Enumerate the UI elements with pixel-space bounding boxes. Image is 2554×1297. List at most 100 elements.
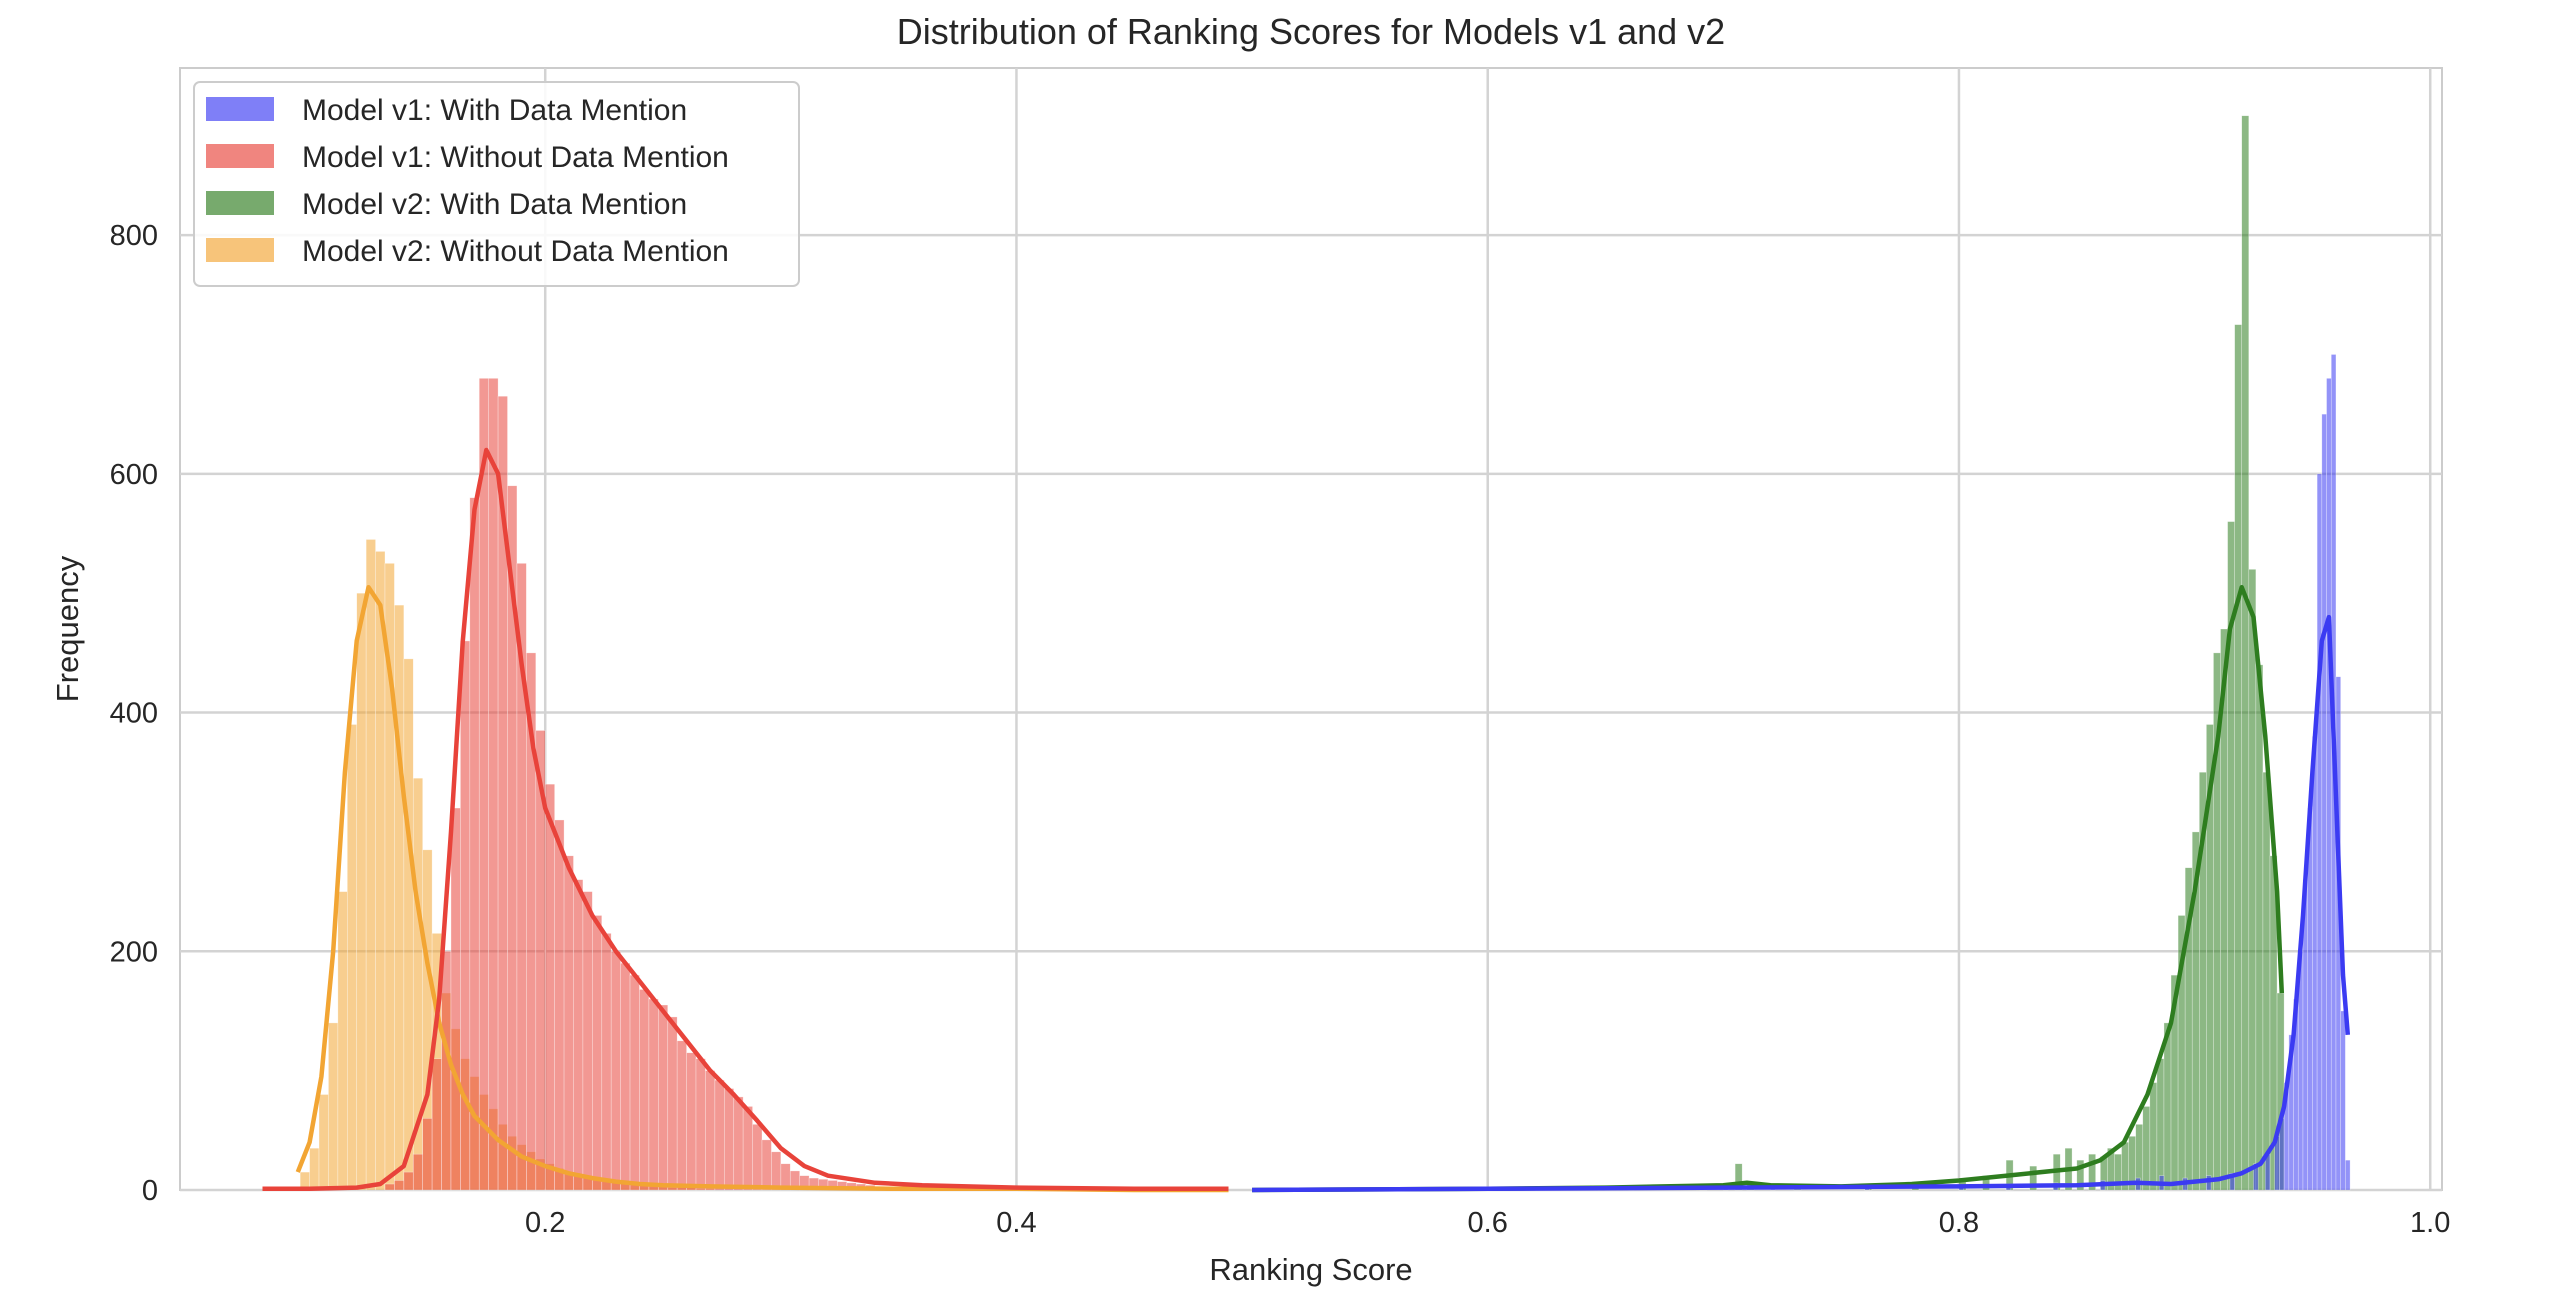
histogram-bar: [2312, 736, 2318, 1191]
histogram-bar: [450, 807, 461, 1191]
legend-label: Model v2: With Data Mention: [302, 188, 687, 221]
x-axis-label: Ranking Score: [1209, 1252, 1412, 1287]
histogram-bar: [771, 1151, 782, 1191]
histogram-bar: [592, 915, 603, 1191]
histogram-bar: [2076, 1159, 2085, 1191]
y-tick-label: 400: [110, 698, 158, 730]
histogram-bar: [686, 1052, 697, 1191]
histogram-bar: [2156, 1058, 2165, 1191]
histogram-bar: [676, 1040, 687, 1191]
histogram-bar: [328, 1022, 339, 1191]
histogram-bar: [318, 1094, 329, 1191]
chart-title: Distribution of Ranking Scores for Model…: [897, 11, 1725, 52]
histogram-bar: [563, 855, 574, 1191]
legend-label: Model v1: Without Data Mention: [302, 141, 729, 174]
x-tick-label: 0.6: [1468, 1207, 1508, 1239]
legend: Model v1: With Data Mention Model v1: Wi…: [193, 81, 800, 287]
histogram-bar: [384, 1183, 395, 1191]
histogram-bar: [441, 950, 452, 1191]
histogram-bar: [2326, 378, 2332, 1191]
legend-swatch: [206, 238, 274, 262]
histogram-bar: [667, 1016, 678, 1191]
kde-line: [262, 447, 1229, 1192]
histogram-bar: [695, 1058, 706, 1191]
legend-entry: Model v1: Without Data Mention: [206, 141, 729, 174]
histogram-bar: [2149, 1082, 2158, 1191]
histogram-bar: [723, 1088, 735, 1191]
x-tick-label: 0.4: [996, 1207, 1036, 1239]
histogram-bar: [2234, 324, 2243, 1191]
kde-curves: [262, 447, 2351, 1193]
histogram-bar: [2248, 569, 2257, 1191]
histogram-bar: [2088, 1153, 2096, 1191]
y-tick-label: 0: [142, 1175, 158, 1207]
legend-label: Model v2: Without Data Mention: [302, 235, 729, 268]
legend-label: Model v1: With Data Mention: [302, 94, 687, 127]
y-tick-label: 200: [110, 936, 158, 968]
legend-box: [193, 81, 800, 287]
histogram-bar: [2142, 1106, 2151, 1191]
histogram-bar: [648, 998, 659, 1191]
histogram-bar: [469, 497, 480, 1191]
histogram-bar: [2321, 413, 2327, 1191]
histogram-bar: [733, 1096, 744, 1191]
histogram-bar: [394, 1180, 405, 1191]
histogram-bar: [544, 783, 555, 1191]
histogram-bar: [356, 592, 367, 1191]
histogram-bar: [365, 539, 376, 1191]
histogram-bar: [705, 1070, 716, 1191]
histogram-bar: [658, 1004, 669, 1191]
histogram-bars: [299, 115, 2351, 1191]
histogram-bar: [2316, 473, 2323, 1191]
x-tick-label: 1.0: [2410, 1207, 2450, 1239]
histogram-bar: [1734, 1163, 1743, 1191]
x-tick-label: 0.2: [525, 1207, 565, 1239]
histogram-bar: [403, 658, 414, 1191]
histogram-bar: [582, 891, 593, 1191]
histogram-bar: [2206, 1175, 2212, 1191]
histogram-bar: [639, 989, 650, 1191]
y-axis-label: Frequency: [50, 555, 85, 702]
histogram-bar: [761, 1139, 772, 1191]
histogram-bar: [742, 1106, 753, 1191]
histogram-bar: [610, 950, 621, 1191]
kde-line: [1252, 584, 2285, 1193]
histogram-bar: [375, 551, 386, 1191]
histogram-bar: [337, 891, 348, 1191]
histogram-bar: [488, 378, 499, 1191]
histogram-bar: [2229, 1172, 2235, 1191]
histogram-bar: [2241, 115, 2250, 1191]
kde-line: [1252, 614, 2351, 1193]
histogram-bar: [714, 1079, 725, 1191]
legend-swatch: [206, 97, 274, 121]
histogram-bar: [431, 1058, 442, 1191]
legend-swatch: [206, 191, 274, 215]
histogram-bar: [412, 1153, 423, 1191]
histogram-bar: [554, 819, 565, 1191]
legend-entry: Model v2: With Data Mention: [206, 188, 687, 221]
histogram-bar: [629, 974, 640, 1191]
histogram-bar: [2029, 1165, 2038, 1191]
histogram-bar: [2262, 771, 2271, 1191]
x-tick-label: 0.8: [1939, 1207, 1979, 1239]
histogram-bar: [573, 879, 584, 1191]
histogram-bar: [2340, 1010, 2346, 1191]
legend-swatch: [206, 144, 274, 168]
histogram-bar: [346, 724, 358, 1191]
histogram-bar: [601, 933, 612, 1191]
axis-ticks: 0.2 0.4 0.6 0.8 1.0 0 200 400 600 800: [110, 220, 2451, 1239]
y-tick-label: 800: [110, 220, 158, 252]
histogram-bar: [422, 1118, 433, 1191]
histogram-bar: [620, 962, 631, 1191]
histogram-bar: [309, 1147, 320, 1191]
histogram-bar: [394, 604, 405, 1191]
legend-entry: Model v2: Without Data Mention: [206, 235, 729, 268]
histogram-bar: [2255, 664, 2264, 1191]
legend-entry: Model v1: With Data Mention: [206, 94, 687, 127]
y-tick-label: 600: [110, 459, 158, 491]
histogram-bar: [752, 1124, 763, 1191]
histogram-bar: [2345, 1159, 2351, 1191]
histogram-bar: [403, 1171, 414, 1191]
